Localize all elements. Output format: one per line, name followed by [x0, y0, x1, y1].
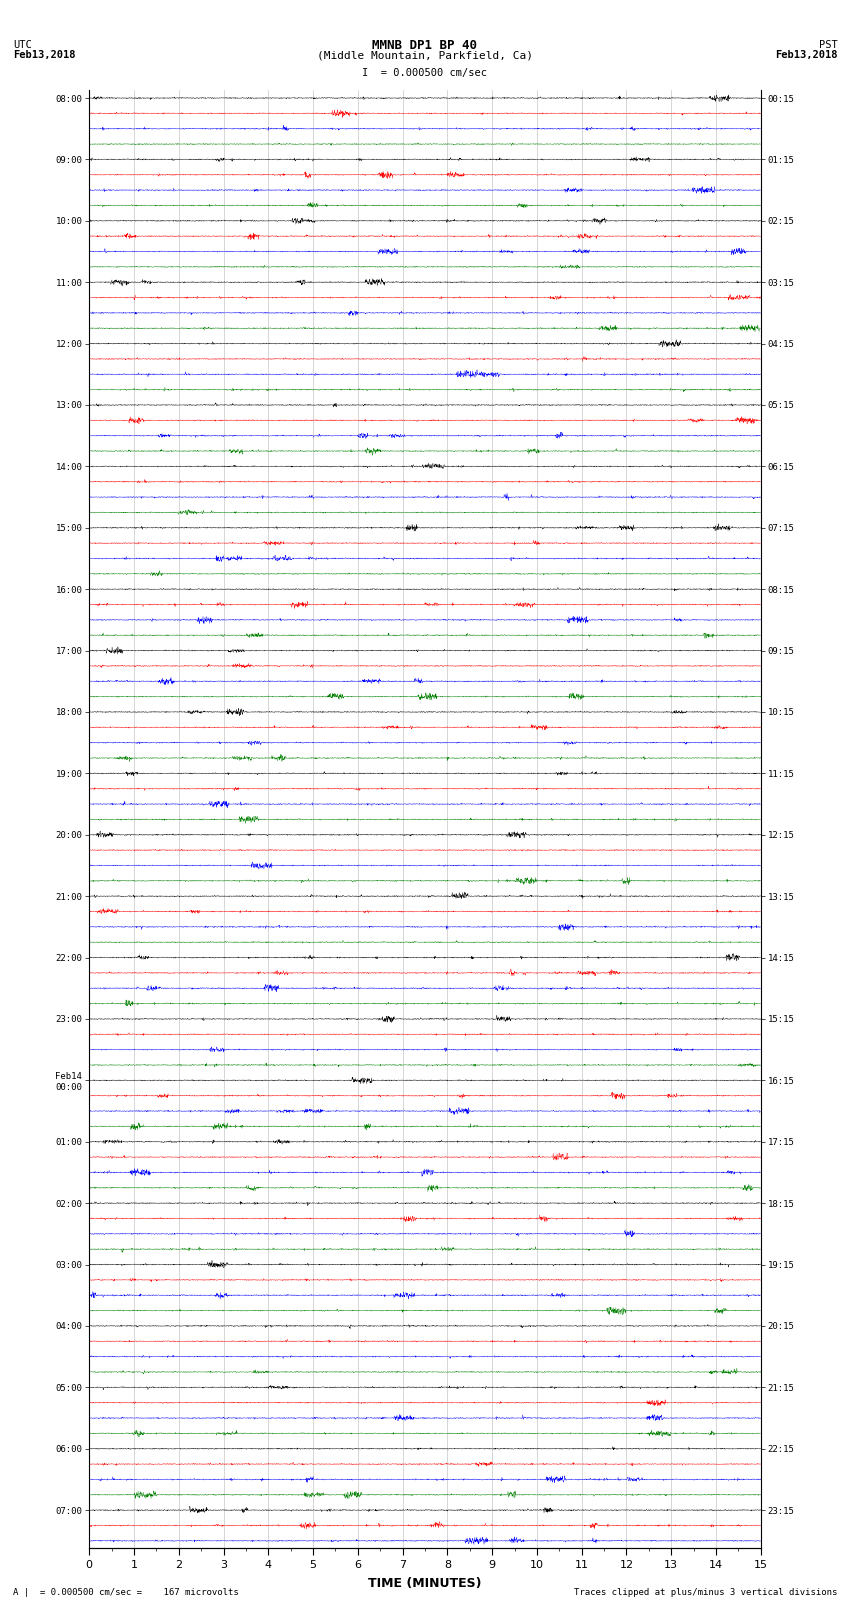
Text: (Middle Mountain, Parkfield, Ca): (Middle Mountain, Parkfield, Ca): [317, 50, 533, 60]
Text: PST: PST: [819, 40, 837, 50]
Text: Feb13,2018: Feb13,2018: [774, 50, 837, 60]
Text: UTC: UTC: [13, 40, 31, 50]
Text: I  = 0.000500 cm/sec: I = 0.000500 cm/sec: [362, 68, 488, 77]
X-axis label: TIME (MINUTES): TIME (MINUTES): [368, 1578, 482, 1590]
Text: Feb13,2018: Feb13,2018: [13, 50, 76, 60]
Text: MMNB DP1 BP 40: MMNB DP1 BP 40: [372, 39, 478, 52]
Text: A |  = 0.000500 cm/sec =    167 microvolts: A | = 0.000500 cm/sec = 167 microvolts: [13, 1587, 239, 1597]
Text: Traces clipped at plus/minus 3 vertical divisions: Traces clipped at plus/minus 3 vertical …: [574, 1587, 837, 1597]
